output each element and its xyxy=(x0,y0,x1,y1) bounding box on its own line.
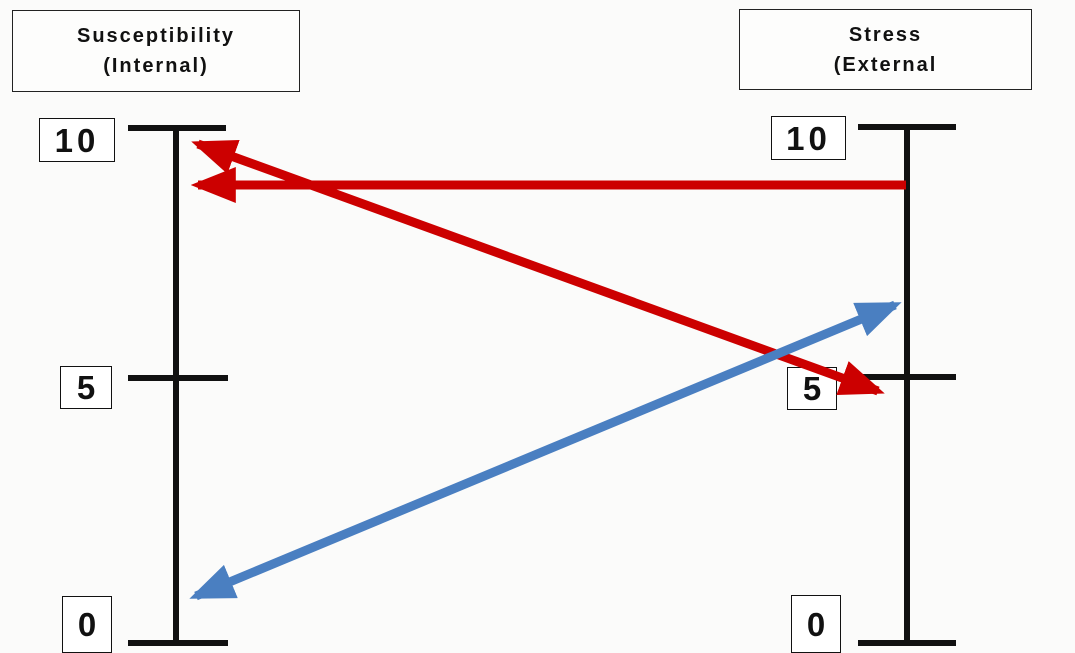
stress-subtitle: (External xyxy=(833,53,938,76)
susceptibility-subtitle: (Internal) xyxy=(103,55,209,77)
right-tick-label-0: 0 xyxy=(791,595,841,653)
susceptibility-header: Susceptibility (Internal) xyxy=(12,10,300,92)
stress-title: Stress xyxy=(848,23,923,46)
left-tick-label-5: 5 xyxy=(60,366,112,409)
blue-arrow-double-headed xyxy=(189,300,902,601)
left-tick-label-10: 10 xyxy=(39,118,115,162)
susceptibility-axis xyxy=(128,125,228,646)
left-tick-label-0: 0 xyxy=(62,596,112,653)
susceptibility-title: Susceptibility xyxy=(76,25,236,47)
stress-header: Stress (External xyxy=(739,9,1032,90)
